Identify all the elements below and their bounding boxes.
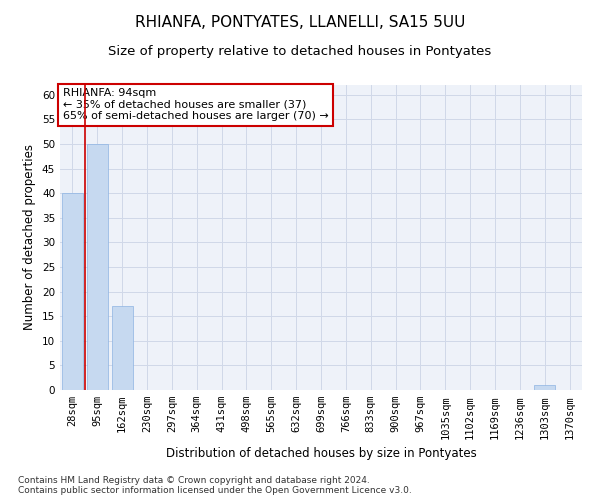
Y-axis label: Number of detached properties: Number of detached properties	[23, 144, 37, 330]
X-axis label: Distribution of detached houses by size in Pontyates: Distribution of detached houses by size …	[166, 447, 476, 460]
Text: RHIANFA, PONTYATES, LLANELLI, SA15 5UU: RHIANFA, PONTYATES, LLANELLI, SA15 5UU	[135, 15, 465, 30]
Bar	[62, 193, 83, 390]
Text: Size of property relative to detached houses in Pontyates: Size of property relative to detached ho…	[109, 45, 491, 58]
Text: Contains HM Land Registry data © Crown copyright and database right 2024.
Contai: Contains HM Land Registry data © Crown c…	[18, 476, 412, 495]
Text: RHIANFA: 94sqm
← 35% of detached houses are smaller (37)
65% of semi-detached ho: RHIANFA: 94sqm ← 35% of detached houses …	[62, 88, 328, 121]
Bar	[87, 144, 108, 390]
Bar	[534, 385, 555, 390]
Bar	[112, 306, 133, 390]
